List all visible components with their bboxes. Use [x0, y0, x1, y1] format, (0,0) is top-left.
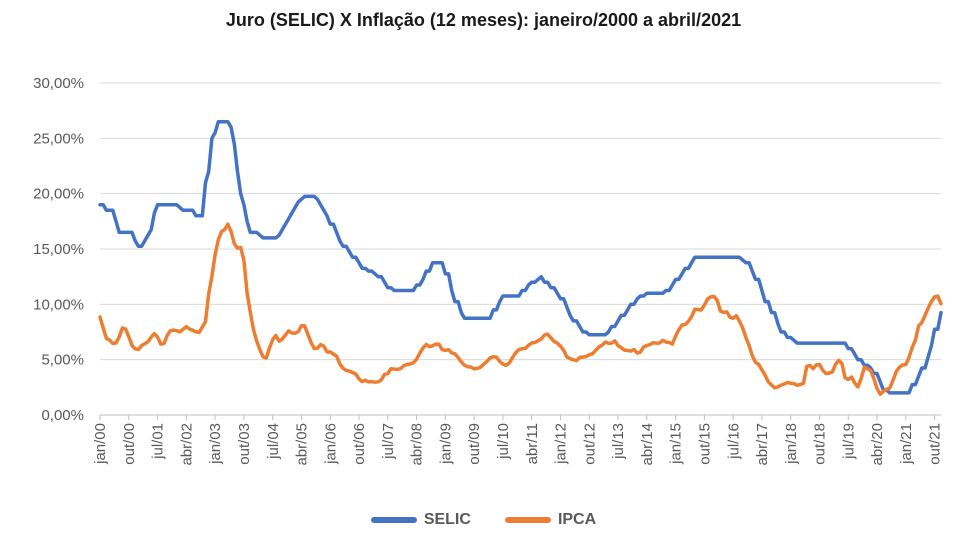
ipca-line-swatch [504, 517, 551, 523]
x-tick-label: jul/10 [495, 423, 512, 460]
x-axis [99, 414, 941, 420]
x-tick-label: abr/02 [178, 423, 195, 466]
x-tick-label: jan/09 [437, 423, 454, 465]
x-tick-label: jul/16 [725, 423, 742, 460]
y-tick-label: 0,00% [41, 407, 84, 424]
x-tick-label: out/03 [236, 423, 253, 465]
selic-line [98, 119, 943, 395]
chart-legend: SELIC IPCA [0, 511, 967, 529]
x-tick-label: jan/12 [553, 423, 570, 465]
x-tick-label: jan/21 [898, 423, 915, 465]
x-tick-label: abr/14 [639, 423, 656, 466]
x-tick-label: jul/19 [840, 423, 857, 460]
ipca-line [98, 222, 943, 396]
y-gridlines [100, 82, 941, 361]
x-tick-label: abr/11 [524, 423, 541, 464]
x-tick-label: abr/08 [409, 423, 426, 466]
x-tick-label: abr/20 [869, 423, 886, 466]
y-tick-label: 15,00% [33, 241, 84, 258]
x-axis-labels: jan/00 out/00 jul/01 abr/02 jan/03 out/03 jul/… [92, 423, 944, 466]
x-tick-label: out/15 [696, 423, 713, 465]
legend-label-selic: SELIC [423, 511, 471, 528]
legend-item-ipca: IPCA [504, 511, 597, 529]
x-tick-label: jan/00 [92, 423, 109, 465]
y-axis-labels: 0,00% 5,00% 10,00% 15,00% 20,00% 25,00% 30,00% [33, 75, 84, 424]
legend-item-selic: SELIC [370, 511, 471, 529]
x-tick-label: jan/03 [207, 423, 224, 465]
y-tick-label: 20,00% [33, 186, 84, 203]
chart-title: Juro (SELIC) X Inflação (12 meses): jane… [225, 10, 742, 30]
x-tick-label: jul/01 [150, 423, 167, 460]
x-tick-label: jul/13 [610, 423, 627, 460]
y-tick-label: 25,00% [33, 130, 84, 147]
x-tick-label: out/18 [812, 423, 829, 465]
x-tick-label: abr/17 [754, 423, 771, 466]
selic-line-swatch [370, 517, 417, 523]
y-tick-label: 30,00% [33, 75, 84, 92]
x-tick-label: out/21 [927, 423, 944, 465]
x-tick-label: jan/15 [668, 423, 685, 465]
y-tick-label: 5,00% [41, 352, 84, 369]
x-tick-label: jan/18 [783, 423, 800, 465]
x-tick-label: out/00 [121, 423, 138, 465]
x-tick-label: out/09 [466, 423, 483, 465]
x-tick-label: out/12 [581, 423, 598, 465]
x-tick-label: jul/07 [380, 423, 397, 460]
legend-label-ipca: IPCA [557, 511, 597, 528]
x-tick-label: out/06 [351, 423, 368, 465]
y-tick-label: 10,00% [33, 296, 84, 313]
x-tick-label: jul/04 [265, 423, 282, 460]
x-tick-label: abr/05 [294, 423, 311, 466]
x-tick-label: jan/06 [322, 423, 339, 465]
